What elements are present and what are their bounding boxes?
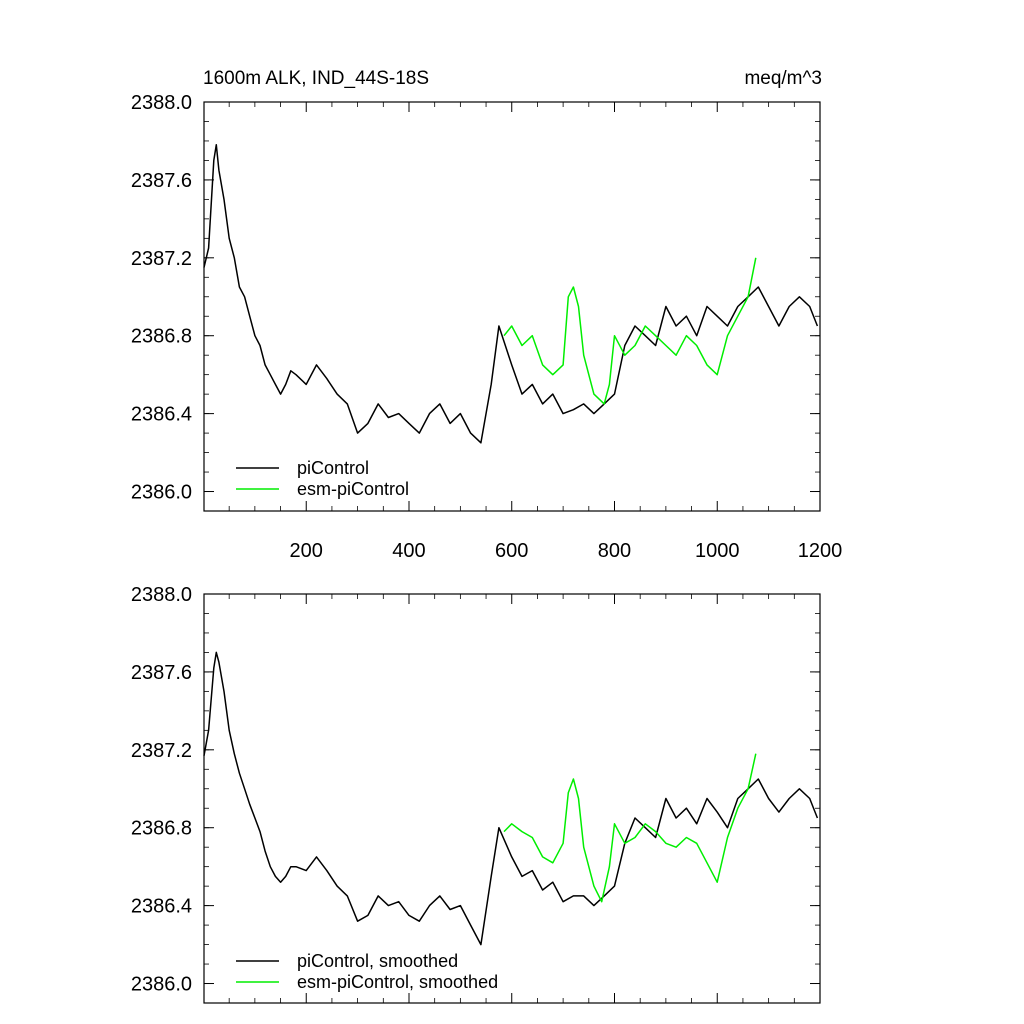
y-tick-label: 2386.0 [131, 974, 192, 996]
bottom-panel-plot: 2386.0 2386.4 2386.8 2387.2 2387.6 2388.0 piCo… [131, 584, 821, 1004]
y-tick-label: 2386.4 [131, 896, 192, 918]
top-panel-plot: 2386.0 2386.4 2386.8 2387.2 2387.6 2388.0 200 4… [131, 92, 842, 562]
legend-label: piControl [297, 458, 369, 478]
y-tick-label: 2386.8 [131, 326, 192, 348]
legend-label: esm-piControl [297, 479, 409, 499]
top-panel-title: 1600m ALK, IND_44S-18S [203, 68, 429, 89]
y-tick-label: 2388.0 [131, 584, 192, 606]
legend-label: esm-piControl, smoothed [297, 972, 498, 992]
plot-frame [203, 593, 821, 1004]
x-tick-label: 1000 [695, 540, 740, 562]
y-tick-label: 2387.2 [131, 248, 192, 270]
plot-frame [203, 101, 821, 512]
legend-label: piControl, smoothed [297, 951, 458, 971]
y-tick-label: 2386.8 [131, 818, 192, 840]
series-line-picontrol [203, 144, 819, 444]
series-line-esm-picontrol-smoothed [503, 753, 757, 903]
series-line-esm-picontrol [503, 257, 757, 405]
x-tick-label: 1200 [798, 540, 843, 562]
series-line-picontrol-smoothed [203, 651, 819, 946]
y-tick-label: 2387.2 [131, 740, 192, 762]
y-tick-label: 2387.6 [131, 170, 192, 192]
top-panel-units: meq/m^3 [744, 68, 822, 89]
x-tick-label: 800 [598, 540, 631, 562]
y-tick-label: 2386.4 [131, 404, 192, 426]
y-tick-label: 2386.0 [131, 482, 192, 504]
y-tick-label: 2388.0 [131, 92, 192, 114]
x-tick-label: 200 [290, 540, 323, 562]
x-tick-label: 600 [495, 540, 528, 562]
x-tick-label: 400 [392, 540, 425, 562]
y-tick-label: 2387.6 [131, 662, 192, 684]
